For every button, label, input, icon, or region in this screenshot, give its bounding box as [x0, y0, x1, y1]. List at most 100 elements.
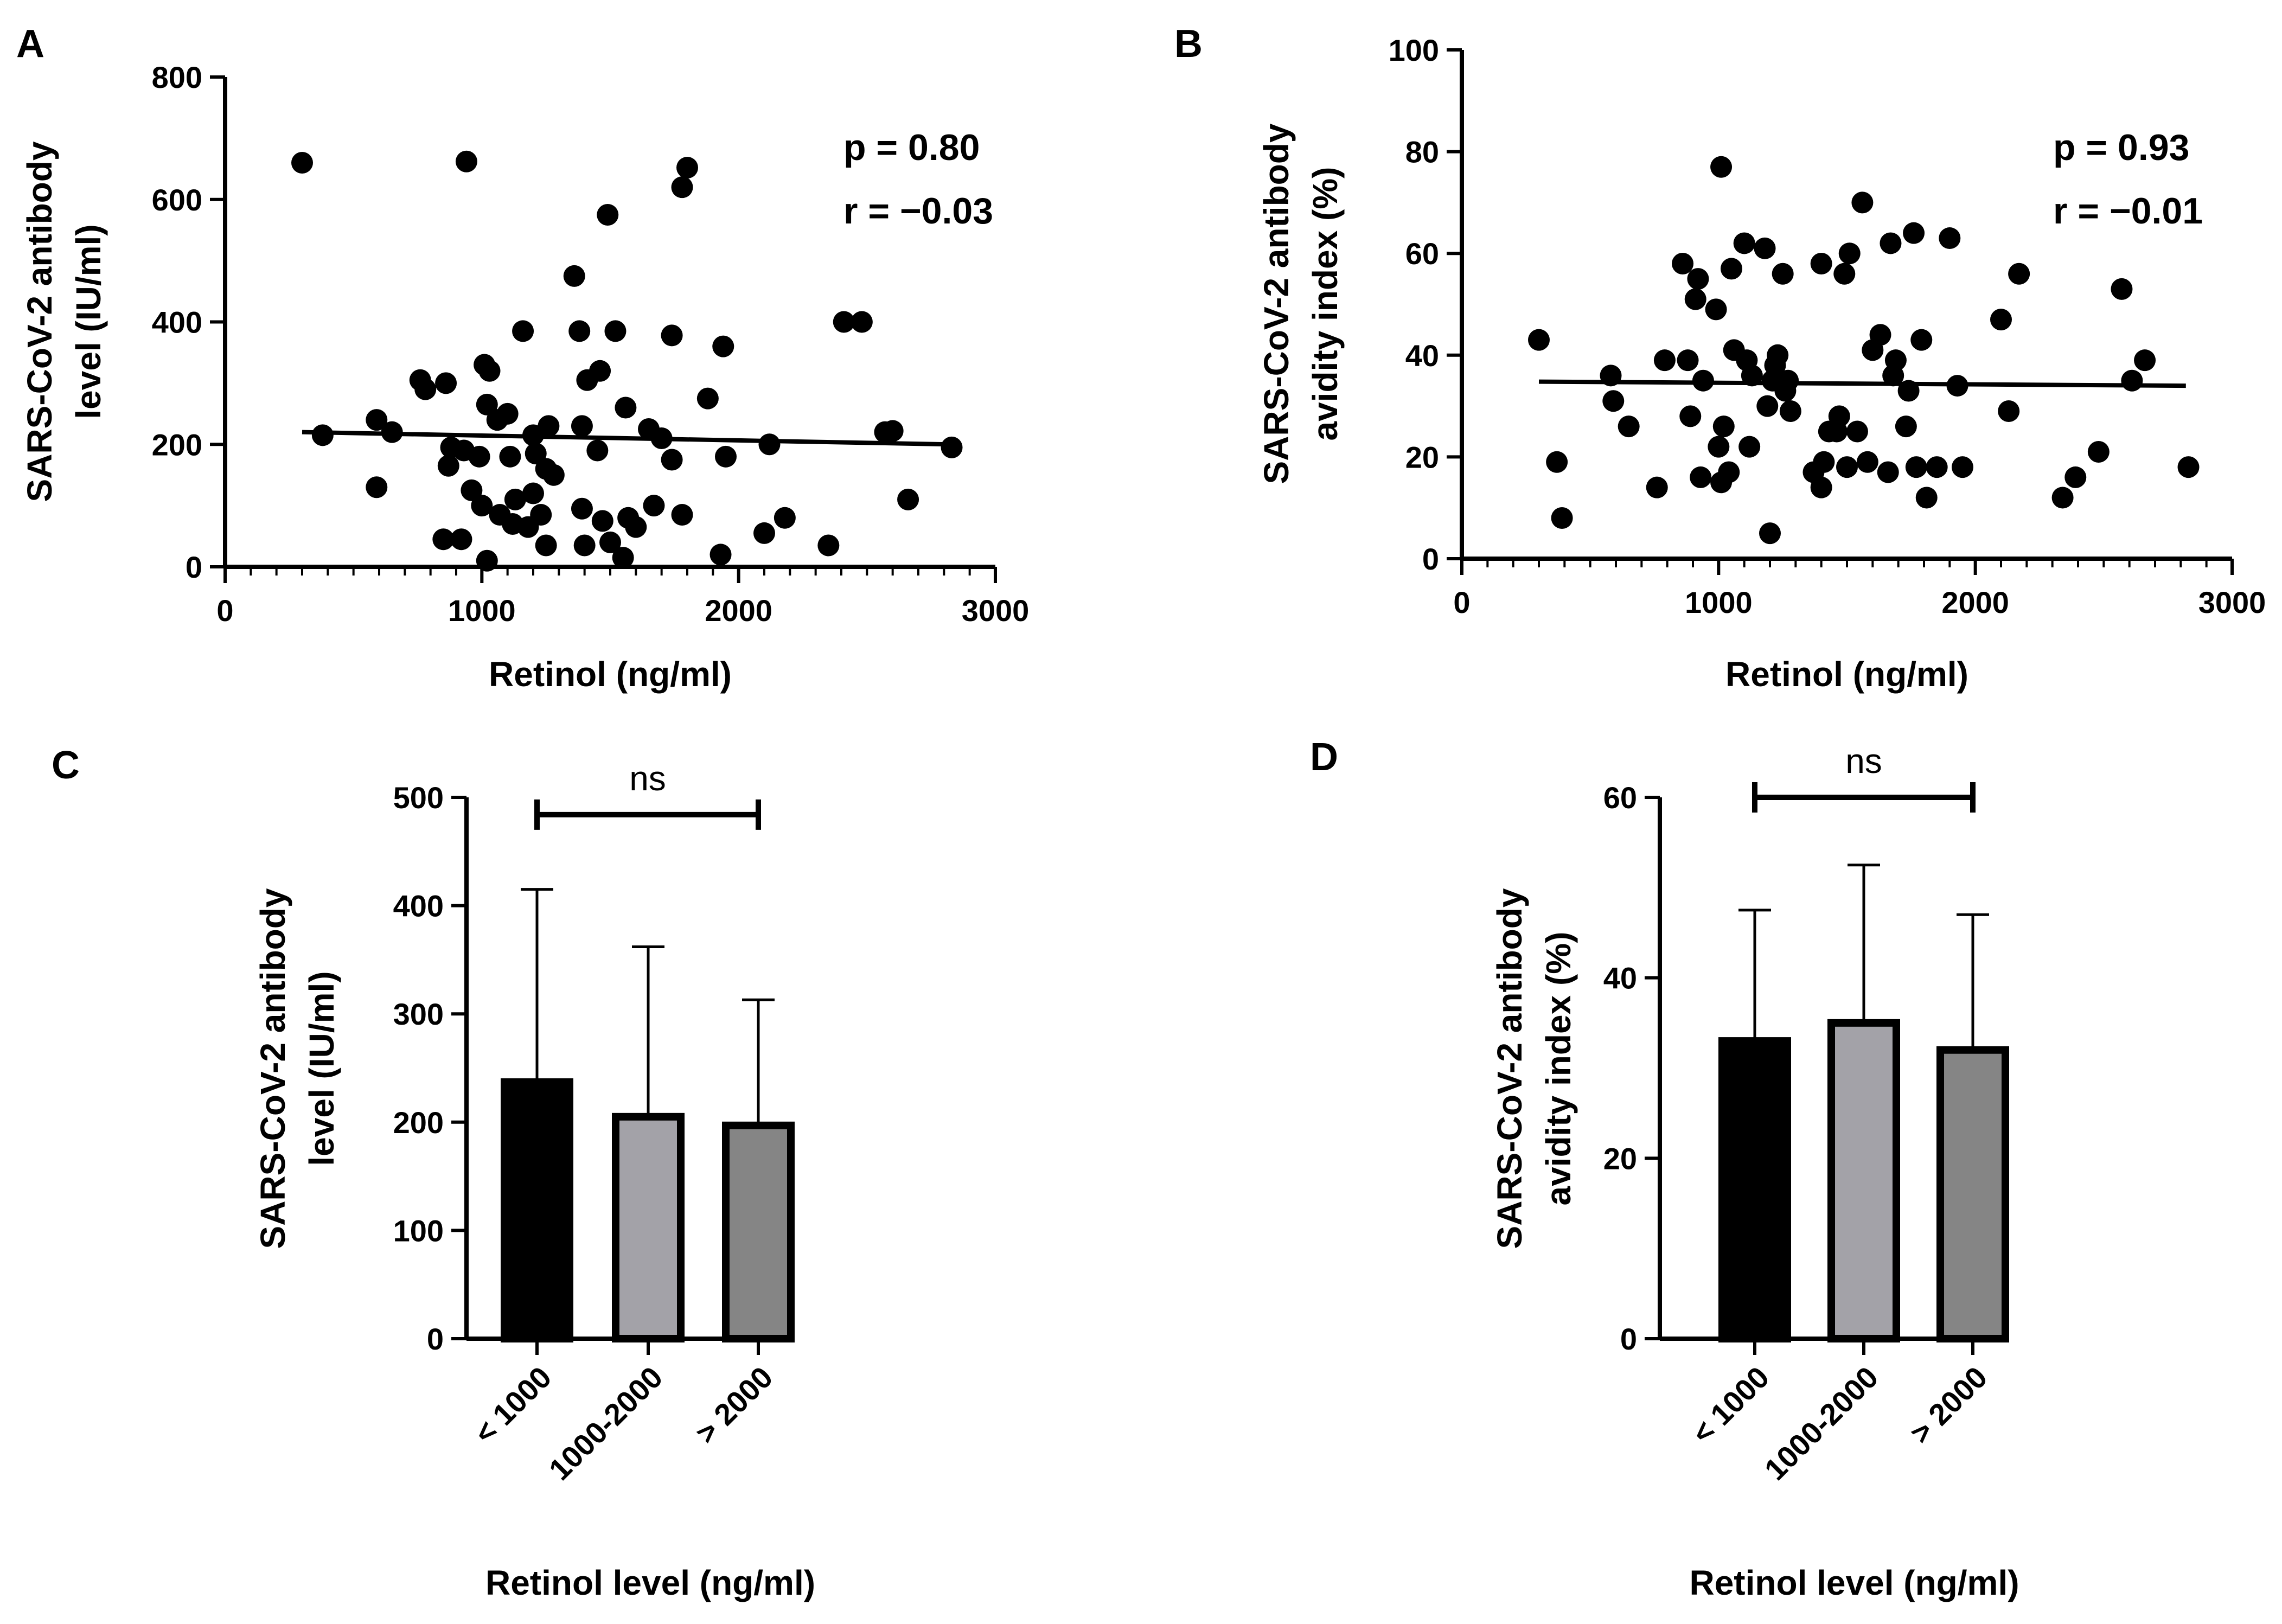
panel-c-significance-label: ns — [629, 759, 666, 798]
panel-b-y-tick-label: 20 — [1405, 440, 1439, 474]
panel-b-data-point — [1677, 349, 1699, 372]
panel-b-data-point — [1877, 461, 1899, 483]
panel-b-data-point — [1998, 400, 2020, 422]
panel-b-data-point — [1810, 476, 1832, 498]
panel-a-data-point — [817, 534, 840, 557]
panel-a-x-tick-label: 3000 — [962, 593, 1030, 628]
panel-b-data-point — [2134, 349, 2156, 372]
panel-b-regression-line — [1538, 379, 2186, 388]
panel-a-data-point — [573, 534, 596, 557]
panel-a-scatter: A 0 200 400 600 800 0 1000 2000 3000 Retinol (ng/m… — [16, 22, 1029, 694]
panel-d-category-label: < 1000 — [1685, 1360, 1776, 1450]
panel-b-data-point — [1712, 415, 1735, 438]
panel-c-bar — [612, 1112, 685, 1343]
panel-a-data-point — [615, 397, 637, 419]
panel-a-data-point — [676, 157, 698, 179]
panel-a-data-point — [712, 335, 734, 357]
panel-a-data-point — [625, 516, 647, 538]
panel-a-x-tick-label: 0 — [216, 593, 233, 628]
panel-b-data-point — [1721, 258, 1742, 280]
panel-a-data-point — [291, 152, 313, 174]
panel-b-data-point — [1687, 268, 1709, 290]
panel-a-data-point — [597, 203, 619, 226]
panel-b-data-point — [1646, 476, 1668, 498]
panel-c-y-axis-label-line-1: SARS-CoV-2 antibody — [253, 888, 292, 1249]
panel-b-y-tick-label: 80 — [1405, 135, 1439, 169]
panel-c-bar — [501, 1078, 573, 1342]
panel-d-y-tick-label: 0 — [1620, 1322, 1637, 1356]
panel-a-data-point — [538, 415, 560, 437]
panel-d-y-axis-label-line-1: SARS-CoV-2 antibody — [1490, 888, 1529, 1249]
panel-a-data-point — [696, 387, 719, 410]
panel-b-data-point — [1551, 507, 1573, 529]
panel-a-data-point — [661, 449, 683, 471]
panel-b-data-point — [2087, 441, 2110, 463]
panel-b-data-point — [1856, 451, 1878, 473]
panel-a-y-tick-label: 800 — [152, 60, 202, 94]
panel-c-category-label: > 2000 — [689, 1360, 779, 1450]
panel-b-x-axis-label: Retinol (ng/ml) — [1725, 655, 1968, 694]
panel-a-data-point — [461, 479, 483, 501]
panel-b-data-point — [1952, 456, 1973, 478]
panel-a-x-tick-label: 1000 — [448, 593, 516, 628]
panel-d-y-tick-label: 60 — [1603, 781, 1637, 815]
panel-a-data-point — [563, 265, 585, 287]
panel-a-data-point — [709, 544, 732, 566]
panel-b-panel-letter: B — [1174, 22, 1203, 66]
panel-a-data-point — [774, 507, 796, 529]
panel-c-x-axis-label: Retinol level (ng/ml) — [485, 1563, 815, 1602]
panel-a-data-point — [589, 360, 611, 382]
panel-b-data-point — [1672, 252, 1694, 274]
panel-b-y-axis-label-line-1: SARS-CoV-2 antibody — [1257, 123, 1296, 484]
panel-b-data-point — [1679, 405, 1702, 427]
panel-c-y-tick-label: 300 — [393, 997, 444, 1031]
panel-d-bar — [1827, 1019, 1900, 1343]
panel-b-data-point — [1759, 522, 1781, 545]
panel-a-y-axis-label-line-1: SARS-CoV-2 antibody — [20, 141, 59, 502]
panel-b-data-point — [1903, 222, 1925, 244]
panel-a-data-point — [450, 528, 472, 551]
panel-b-data-point — [1618, 415, 1640, 438]
panel-b-x-tick-label: 1000 — [1685, 585, 1753, 619]
panel-a-data-point — [881, 420, 904, 442]
panel-b-data-point — [1910, 329, 1933, 351]
panel-b-data-point — [1738, 436, 1761, 458]
panel-b-data-point — [1772, 263, 1794, 285]
panel-c-category-label: < 1000 — [468, 1360, 558, 1450]
panel-a-data-point — [437, 455, 459, 477]
panel-b-data-point — [1926, 456, 1948, 478]
panel-b-data-point — [1777, 369, 1799, 392]
panel-b-y-tick-label: 0 — [1422, 542, 1439, 576]
panel-b-data-point — [1690, 466, 1712, 488]
panel-d-panel-letter: D — [1310, 736, 1338, 779]
panel-a-data-point — [499, 445, 521, 468]
panel-c-y-tick-label: 100 — [393, 1213, 444, 1248]
panel-a-data-point — [542, 464, 565, 486]
panel-a-data-point — [311, 424, 334, 446]
panel-b-x-tick-label: 3000 — [2198, 585, 2266, 619]
panel-a-data-point — [530, 504, 552, 526]
panel-b-data-point — [1905, 456, 1927, 478]
panel-a-data-point — [897, 488, 919, 510]
panel-b-data-point — [1833, 263, 1856, 285]
panel-b-y-axis-label-line-2: avidity index (%) — [1306, 167, 1345, 441]
panel-a-data-point — [504, 488, 526, 510]
panel-a-data-point — [571, 415, 593, 437]
panel-a-data-point — [671, 176, 693, 199]
panel-a-p-value: p = 0.80 — [843, 127, 980, 168]
panel-d-significance-label: ns — [1845, 741, 1882, 781]
panel-d-y-tick-label: 20 — [1603, 1141, 1637, 1175]
panel-d-bar — [1718, 1037, 1791, 1342]
panel-b-data-point — [2177, 456, 2200, 478]
panel-a-data-point — [522, 482, 544, 504]
panel-b-data-point — [2051, 487, 2074, 509]
panel-a-data-point — [478, 360, 501, 382]
panel-b-r-value: r = −0.01 — [2053, 190, 2203, 232]
panel-a-data-point — [432, 528, 455, 551]
panel-a-y-tick-label: 400 — [152, 305, 202, 340]
panel-b-data-point — [1602, 390, 1625, 412]
panel-a-data-point — [833, 311, 855, 333]
panel-a-data-point — [571, 497, 593, 520]
panel-a-x-tick-label: 2000 — [705, 593, 772, 628]
